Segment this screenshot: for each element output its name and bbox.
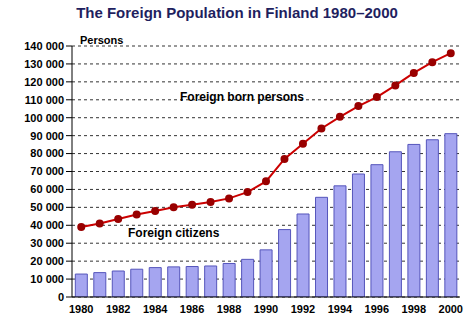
svg-text:0: 0 bbox=[58, 291, 64, 303]
svg-text:1980: 1980 bbox=[69, 303, 93, 315]
html-text:Foreign citizens: Foreign citizens bbox=[128, 226, 220, 240]
svg-text:120 000: 120 000 bbox=[24, 76, 64, 88]
svg-text:30 000: 30 000 bbox=[30, 237, 64, 249]
svg-text:140 000: 140 000 bbox=[24, 40, 64, 52]
svg-text:90 000: 90 000 bbox=[30, 130, 64, 142]
html-text:Persons: Persons bbox=[80, 34, 124, 46]
svg-text:80 000: 80 000 bbox=[30, 147, 64, 159]
svg-text:100 000: 100 000 bbox=[24, 112, 64, 124]
svg-text:1994: 1994 bbox=[328, 303, 353, 315]
svg-text:10 000: 10 000 bbox=[30, 273, 64, 285]
svg-text:70 000: 70 000 bbox=[30, 165, 64, 177]
svg-text:1984: 1984 bbox=[143, 303, 168, 315]
svg-text:1986: 1986 bbox=[180, 303, 204, 315]
svg-text:1998: 1998 bbox=[402, 303, 426, 315]
svg-text:60 000: 60 000 bbox=[30, 183, 64, 195]
html-text:Foreign born persons: Foreign born persons bbox=[180, 90, 304, 104]
svg-text:1990: 1990 bbox=[254, 303, 278, 315]
svg-text:1988: 1988 bbox=[217, 303, 241, 315]
svg-text:40 000: 40 000 bbox=[30, 219, 64, 231]
svg-text:2000: 2000 bbox=[439, 303, 463, 315]
svg-text:110 000: 110 000 bbox=[25, 94, 64, 106]
svg-text:130 000: 130 000 bbox=[24, 58, 64, 70]
svg-text:1992: 1992 bbox=[291, 303, 315, 315]
svg-text:1982: 1982 bbox=[106, 303, 130, 315]
svg-text:1996: 1996 bbox=[365, 303, 389, 315]
html-text:The Foreign Population in Finl: The Foreign Population in Finland 1980–2… bbox=[76, 4, 398, 21]
svg-text:50 000: 50 000 bbox=[30, 201, 64, 213]
svg-text:20 000: 20 000 bbox=[30, 255, 64, 267]
